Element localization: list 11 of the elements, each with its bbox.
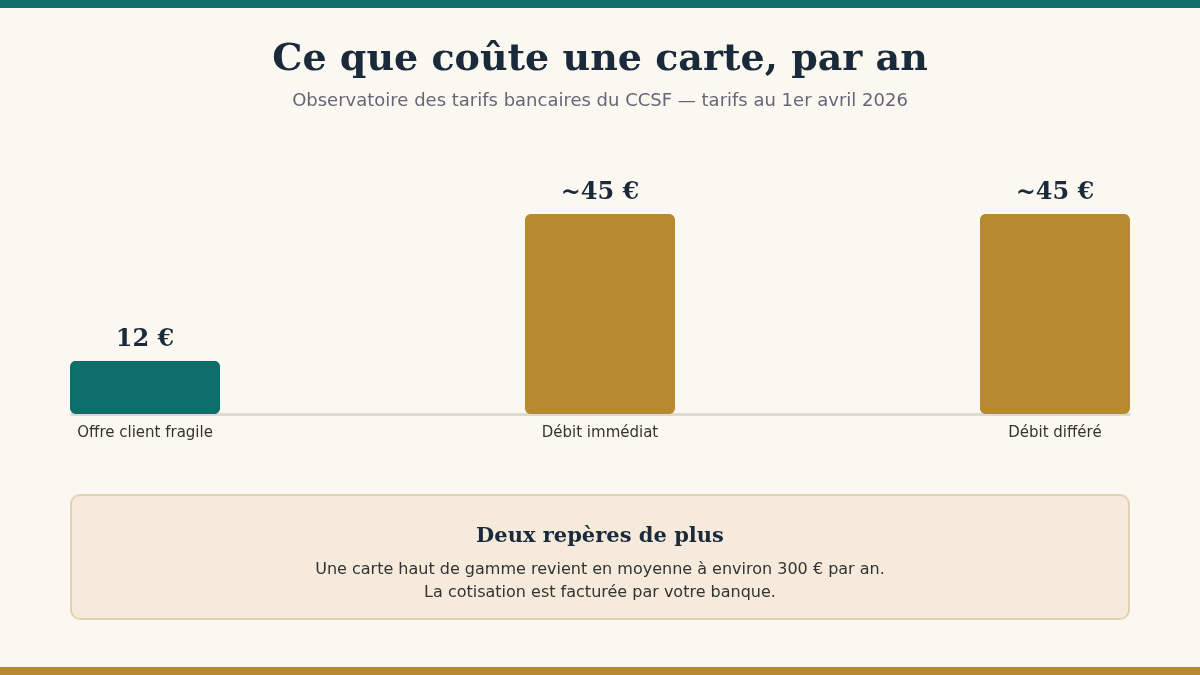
data-label: ~45 € <box>1015 176 1095 205</box>
text: Une carte haut de gamme revient en moyenne à environ 300 € par an. <box>314 559 886 578</box>
text: La cotisation est facturée par votre banque. <box>423 582 777 601</box>
x-tick-label: Offre client fragile <box>77 422 213 441</box>
x-tick-label: Débit différé <box>1008 422 1102 441</box>
text: Deux repères de plus <box>475 522 725 547</box>
data-label: 12 € <box>115 322 175 352</box>
data-label: ~45 € <box>560 176 640 205</box>
x-tick-label: Débit immédiat <box>541 422 659 441</box>
chart-title: Ce que coûte une carte, par an <box>272 34 928 79</box>
chart-subtitle: Observatoire des tarifs bancaires du CCSF — tarifs au 1er avril 2026 <box>292 89 908 110</box>
